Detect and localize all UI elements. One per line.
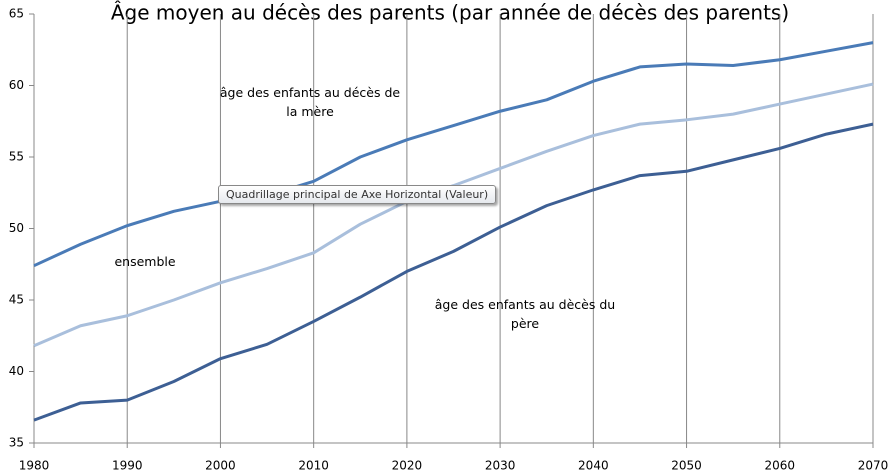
x-tick-label: 2020 <box>392 459 423 473</box>
series-line <box>33 122 874 422</box>
y-tick-label: 40 <box>9 364 24 378</box>
x-tick-label: 2070 <box>858 459 889 473</box>
x-tick-label: 2010 <box>298 459 329 473</box>
x-tick-label: 2040 <box>578 459 609 473</box>
series-label: ensemble <box>114 254 176 269</box>
x-tick-label: 2060 <box>765 459 796 473</box>
x-tick-label: 2030 <box>485 459 516 473</box>
y-tick-label: 45 <box>9 293 24 307</box>
x-tick-label: 1980 <box>19 459 50 473</box>
y-tick-label: 55 <box>9 150 24 164</box>
x-tick-label: 1990 <box>112 459 143 473</box>
series-line <box>33 41 874 268</box>
chart-title: Âge moyen au décès des parents (par anné… <box>111 1 789 25</box>
x-tick-label: 2050 <box>671 459 702 473</box>
x-tick-label: 2000 <box>205 459 236 473</box>
series-label: âge des enfants au décès de la mère <box>219 85 401 119</box>
y-tick-label: 50 <box>9 221 24 235</box>
y-tick-label: 65 <box>9 7 24 21</box>
y-tick-label: 60 <box>9 78 24 92</box>
series-label: âge des enfants au dècès du père <box>434 297 616 331</box>
y-tick-label: 35 <box>9 436 24 450</box>
tooltip: Quadrillage principal de Axe Horizontal … <box>218 185 497 204</box>
